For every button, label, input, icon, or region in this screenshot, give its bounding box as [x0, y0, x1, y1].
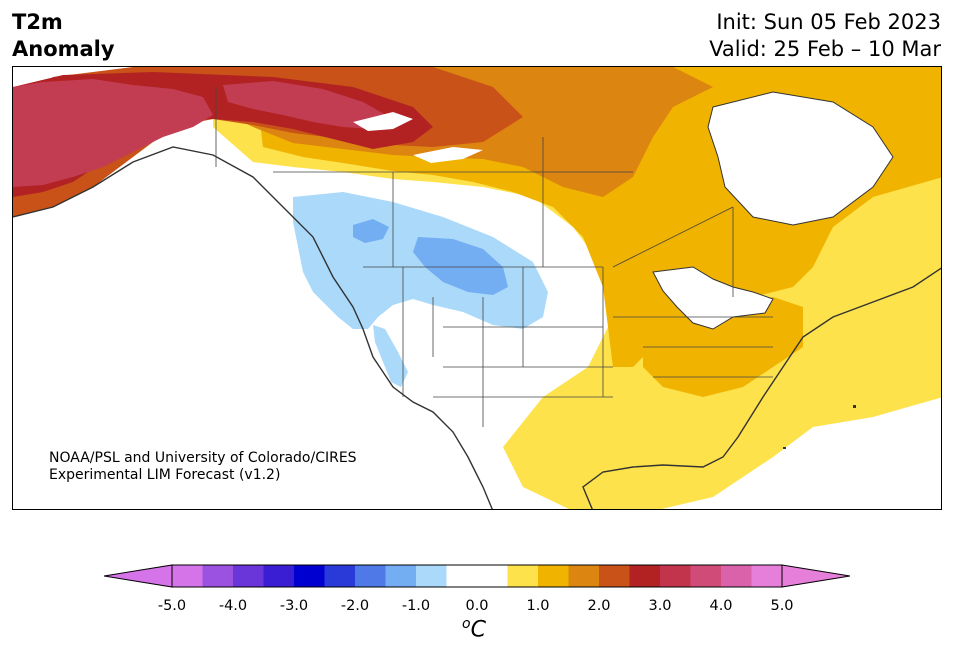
colorbar-segment: [477, 565, 508, 587]
colorbar-tick-label: 1.0: [526, 598, 550, 614]
coastline-east: [582, 267, 941, 509]
coastline: [13, 146, 493, 509]
colorbar-ticks: -5.0 -4.0 -3.0 -2.0 -1.0 0.0 1.0 2.0 3.0 4.0 5.0: [0, 598, 953, 618]
region-very-warm-alaska: [13, 79, 213, 187]
colorbar-tick-label: -3.0: [279, 598, 309, 614]
colorbar-segment: [416, 565, 447, 587]
init-date: Init: Sun 05 Feb 2023: [716, 10, 941, 34]
colorbar-graphic: [103, 564, 851, 588]
colorbar-tick-label: -5.0: [157, 598, 187, 614]
region-very-warm-yukon: [223, 81, 393, 129]
colorbar-under-arrow: [103, 564, 173, 588]
hudson-bay: [707, 91, 894, 226]
colorbar-segment: [324, 565, 356, 587]
region-weak-cold-coast: [373, 325, 408, 387]
colorbar-tick-label: 3.0: [648, 598, 672, 614]
colorbar-segment: [599, 565, 630, 587]
region-cold-1-north: [353, 219, 389, 243]
forecast-dates: Init: Sun 05 Feb 2023 Valid: 25 Feb – 10…: [709, 9, 941, 63]
anomaly-map: [12, 66, 942, 510]
colorbar-segment: [172, 565, 203, 587]
colorbar-tick-label: 4.0: [709, 598, 733, 614]
great-lakes: [652, 266, 774, 330]
colorbar-tick-label: 5.0: [770, 598, 794, 614]
colorbar-tick-label: -2.0: [340, 598, 370, 614]
colorbar: [103, 564, 851, 598]
colorbar-segment: [538, 565, 569, 587]
colorbar-tick-label: 0.0: [465, 598, 489, 614]
map-title: T2m Anomaly: [12, 9, 115, 63]
colorbar-tick-label: -4.0: [218, 598, 248, 614]
colorbar-tick-label: -1.0: [401, 598, 431, 614]
colorbar-segment: [568, 565, 600, 587]
colorbar-over-arrow: [781, 564, 851, 588]
political-borders: [215, 87, 773, 427]
title-variable-sub: Anomaly: [12, 37, 115, 61]
colorbar-segment: [446, 565, 478, 587]
colorbar-tick-label: 2.0: [587, 598, 611, 614]
colorbar-segment: [294, 565, 325, 587]
colorbar-segment: [751, 565, 783, 587]
unit-degree: o: [462, 616, 471, 632]
map-canvas: [13, 67, 941, 509]
colorbar-segment: [629, 565, 661, 587]
colorbar-segment: [202, 565, 234, 587]
colorbar-segment: [660, 565, 691, 587]
title-variable: T2m: [12, 10, 63, 34]
credit-line-2: Experimental LIM Forecast (v1.2): [49, 467, 281, 483]
region-warm-2-canada: [443, 67, 673, 137]
colorbar-segment: [690, 565, 722, 587]
unit-letter: C: [470, 617, 486, 643]
colorbar-segment: [385, 565, 417, 587]
colorbar-segment: [263, 565, 295, 587]
colorbar-unit: oC: [462, 616, 486, 642]
islands: [783, 405, 856, 449]
colorbar-segment: [507, 565, 539, 587]
colorbar-segment: [355, 565, 386, 587]
valid-range: Valid: 25 Feb – 10 Mar: [709, 37, 941, 61]
colorbar-segment: [721, 565, 752, 587]
region-cold-1-central: [413, 237, 508, 295]
lake-white-1: [353, 112, 413, 131]
colorbar-segment: [233, 565, 264, 587]
credit-text: NOAA/PSL and University of Colorado/CIRE…: [49, 450, 357, 484]
credit-line-1: NOAA/PSL and University of Colorado/CIRE…: [49, 450, 357, 466]
lake-white-2: [413, 147, 483, 163]
